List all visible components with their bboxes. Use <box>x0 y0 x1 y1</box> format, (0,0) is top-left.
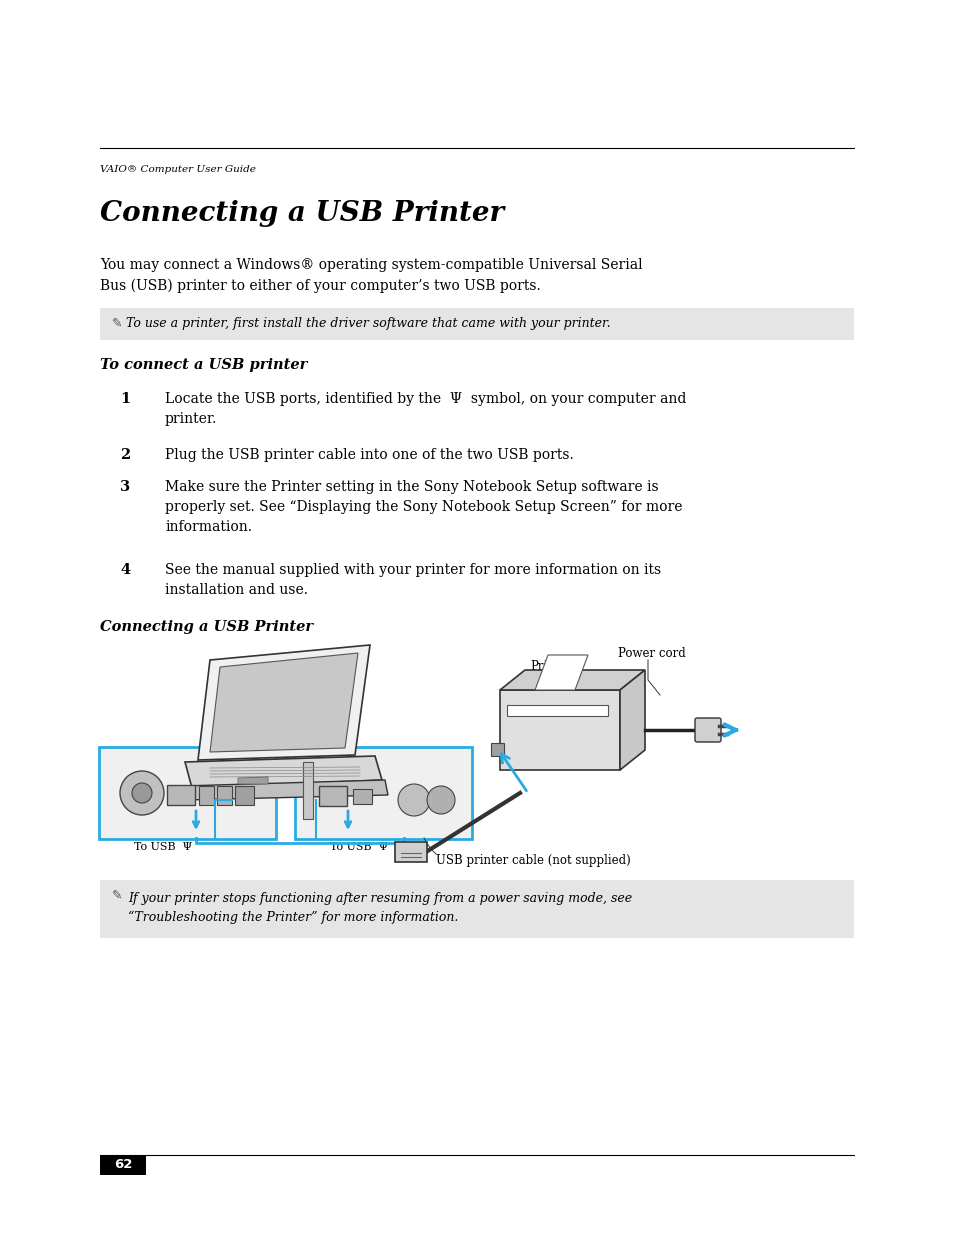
Polygon shape <box>535 655 587 690</box>
Text: Power cord: Power cord <box>618 647 685 659</box>
Text: Connecting a USB Printer: Connecting a USB Printer <box>100 200 503 227</box>
Circle shape <box>397 784 430 816</box>
FancyBboxPatch shape <box>507 704 608 715</box>
Circle shape <box>132 783 152 803</box>
FancyBboxPatch shape <box>167 785 194 805</box>
Text: 4: 4 <box>120 563 130 577</box>
Text: To USB  Ψ: To USB Ψ <box>330 842 388 852</box>
Circle shape <box>427 785 455 814</box>
Polygon shape <box>185 756 381 788</box>
Polygon shape <box>198 645 370 760</box>
Text: ✎: ✎ <box>112 888 122 902</box>
Text: USB printer cable (not supplied): USB printer cable (not supplied) <box>436 853 630 867</box>
Circle shape <box>120 771 164 815</box>
Text: Make sure the Printer setting in the Sony Notebook Setup software is
properly se: Make sure the Printer setting in the Son… <box>165 480 681 534</box>
Text: Connecting a USB Printer: Connecting a USB Printer <box>100 620 313 634</box>
Text: VAIO® Computer User Guide: VAIO® Computer User Guide <box>100 165 255 174</box>
FancyBboxPatch shape <box>318 785 347 806</box>
Text: 3: 3 <box>120 480 130 494</box>
Polygon shape <box>499 671 644 690</box>
FancyBboxPatch shape <box>294 747 472 839</box>
Text: To connect a USB printer: To connect a USB printer <box>100 358 307 372</box>
FancyBboxPatch shape <box>217 785 233 804</box>
Polygon shape <box>210 653 357 752</box>
FancyBboxPatch shape <box>395 842 427 862</box>
FancyBboxPatch shape <box>100 1155 146 1174</box>
FancyBboxPatch shape <box>199 785 214 804</box>
FancyBboxPatch shape <box>235 785 254 804</box>
Text: Printer: Printer <box>530 659 572 673</box>
Polygon shape <box>182 781 388 800</box>
Text: 1: 1 <box>120 391 131 406</box>
Text: To use a printer, first install the driver software that came with your printer.: To use a printer, first install the driv… <box>126 316 610 330</box>
FancyBboxPatch shape <box>303 762 313 819</box>
Text: To USB  Ψ: To USB Ψ <box>133 842 192 852</box>
Polygon shape <box>237 777 268 784</box>
FancyBboxPatch shape <box>695 718 720 742</box>
Text: Plug the USB printer cable into one of the two USB ports.: Plug the USB printer cable into one of t… <box>165 448 573 462</box>
Text: See the manual supplied with your printer for more information on its
installati: See the manual supplied with your printe… <box>165 563 660 597</box>
Text: ✎: ✎ <box>112 316 122 330</box>
Text: If your printer stops functioning after resuming from a power saving mode, see
“: If your printer stops functioning after … <box>128 892 632 924</box>
FancyBboxPatch shape <box>354 788 372 804</box>
FancyBboxPatch shape <box>100 881 853 939</box>
Polygon shape <box>619 671 644 769</box>
Polygon shape <box>499 690 619 769</box>
Text: Locate the USB ports, identified by the  Ψ  symbol, on your computer and
printer: Locate the USB ports, identified by the … <box>165 391 685 426</box>
FancyBboxPatch shape <box>99 747 275 839</box>
Text: 2: 2 <box>120 448 131 462</box>
FancyBboxPatch shape <box>100 308 853 340</box>
Text: 62: 62 <box>113 1158 132 1172</box>
Text: You may connect a Windows® operating system-compatible Universal Serial
Bus (USB: You may connect a Windows® operating sys… <box>100 258 642 293</box>
FancyBboxPatch shape <box>491 742 504 756</box>
